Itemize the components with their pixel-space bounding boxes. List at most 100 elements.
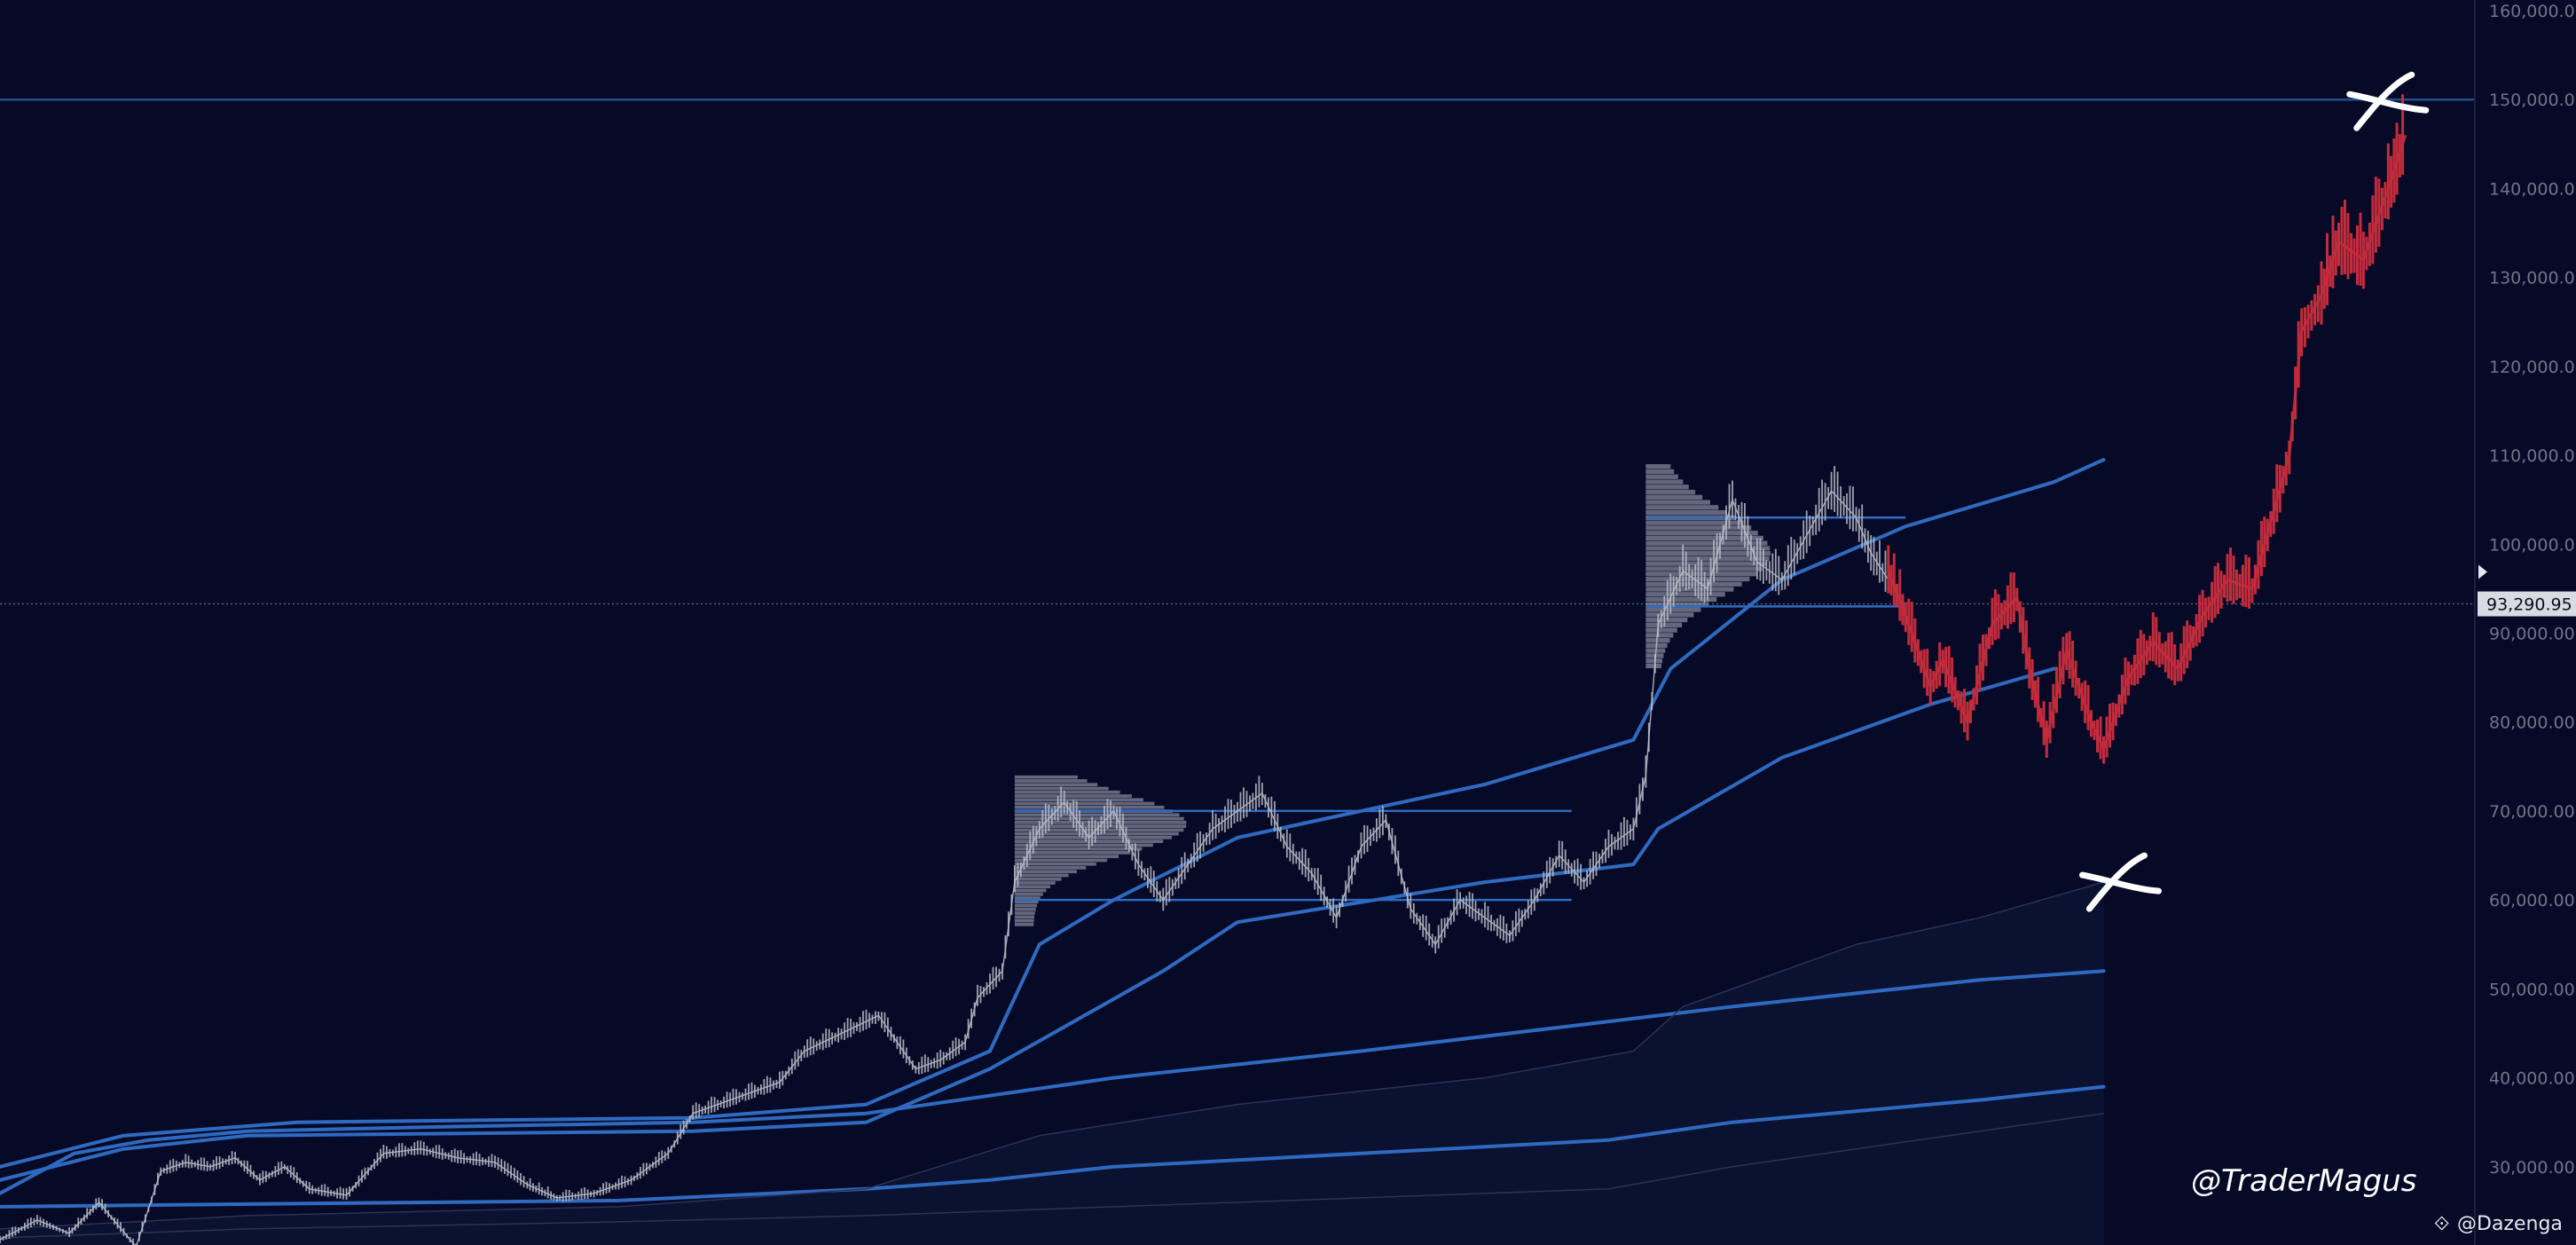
volume-profile-bar: [1645, 485, 1689, 490]
volume-profile-bar: [1645, 546, 1771, 551]
volume-profile-bar: [1014, 892, 1043, 896]
volume-profile-bar: [1014, 858, 1108, 863]
volume-cloud: [0, 882, 2104, 1245]
volume-profile-bar: [1645, 520, 1744, 525]
volume-profile-bar: [1645, 581, 1742, 587]
volume-profile-bar: [1645, 607, 1701, 612]
volume-profile-bar: [1645, 505, 1719, 510]
volume-profile-bar: [1014, 907, 1036, 911]
volume-profile-bar: [1014, 888, 1047, 893]
y-tick-label: 160,000.00: [2489, 2, 2576, 21]
cross-stroke: [2346, 91, 2430, 114]
cross-mark-icon: [2078, 852, 2162, 912]
volume-profile-bar: [1014, 862, 1096, 866]
y-tick-label: 120,000.00: [2489, 358, 2576, 377]
volume-profile-bar: [1014, 843, 1153, 847]
cross-stroke: [2078, 871, 2162, 894]
horizontal-line-layer: [0, 98, 2475, 605]
volume-profile-bar: [1645, 596, 1717, 603]
volume-profile-bar: [1645, 551, 1771, 556]
volume-profile-bar: [1645, 561, 1767, 566]
volume-profile-bar: [1645, 500, 1710, 505]
volume-profile-bar: [1645, 474, 1678, 479]
y-tick-label: 80,000.00: [2489, 713, 2575, 733]
y-tick-label: 150,000.00: [2489, 91, 2576, 110]
volume-profile-bar: [1014, 881, 1056, 885]
volume-profile-bar: [1645, 566, 1763, 571]
volume-profile-bar: [1014, 831, 1179, 836]
volume-profile-bar: [1014, 918, 1034, 923]
volume-profile-bar: [1645, 633, 1674, 638]
volume-profile-bar: [1014, 866, 1087, 870]
volume-profile-bar: [1645, 469, 1675, 475]
volume-profile-bar: [1014, 835, 1173, 839]
volume-profile-bar: [1645, 535, 1763, 541]
volume-profile-bar: [1014, 903, 1037, 908]
tradingview-logo-icon: ⟐: [2434, 1213, 2449, 1235]
volume-profile-bar: [1645, 617, 1688, 623]
volume-profile-bar: [1014, 801, 1155, 806]
volume-profile-bar: [1014, 805, 1165, 809]
y-tick-label: 90,000.00: [2489, 625, 2575, 644]
volume-profile-bar: [1014, 877, 1062, 881]
cross-mark-icon: [2346, 71, 2430, 131]
y-tick-label: 110,000.00: [2489, 446, 2576, 466]
bands-layer: [0, 458, 2106, 1239]
volume-profile-bar: [1014, 911, 1035, 915]
volume-profile-bar: [1014, 824, 1187, 828]
volume-profile-bar: [1014, 775, 1079, 779]
y-tick-label: 130,000.00: [2489, 269, 2576, 288]
y-tick-label: 100,000.00: [2489, 535, 2576, 555]
volume-profile-bar: [1645, 612, 1694, 618]
volume-profile-bar: [1014, 794, 1132, 798]
current-price-label: 93,290.95: [2486, 595, 2572, 615]
volume-profile-bar: [1014, 922, 1034, 926]
brand-marks: @TraderMagus ⟐ @Dazenga: [2191, 1163, 2563, 1235]
y-tick-label: 60,000.00: [2489, 891, 2575, 910]
faint-band-line: [0, 1112, 2105, 1239]
volume-profile-bar: [1645, 638, 1670, 643]
volume-profile-bar: [1645, 531, 1758, 536]
volume-cloud-area: [0, 882, 2104, 1245]
volume-profile-bar: [1014, 816, 1184, 821]
cross-stroke: [2085, 852, 2148, 912]
volume-profile-bar: [1645, 540, 1768, 546]
volume-profile-bar: [1645, 494, 1703, 500]
volume-profile-bar: [1645, 479, 1684, 485]
faint-band-line: [0, 881, 2105, 1230]
y-tick-label: 50,000.00: [2489, 980, 2575, 999]
volume-profile-bar: [1645, 663, 1661, 669]
volume-profile-bar: [1014, 847, 1143, 851]
watermark-text: @TraderMagus: [2191, 1163, 2416, 1199]
volume-profile-bar: [1014, 855, 1119, 859]
volume-profile-bar: [1645, 489, 1696, 495]
volume-profile-bar: [1014, 813, 1180, 817]
volume-profile-bar: [1645, 658, 1663, 664]
projection-line: [1887, 134, 2407, 753]
volume-profile-bar: [1014, 779, 1088, 783]
cross-stroke: [2353, 71, 2415, 131]
current-price-tag: [2478, 591, 2576, 617]
price-axis-panel: [2475, 0, 2576, 1245]
volume-profile-bar: [1014, 790, 1120, 794]
volume-profile-bar: [1645, 602, 1709, 607]
volume-profile-bar: [1014, 873, 1069, 878]
scroll-to-latest-arrow-icon: [2478, 564, 2487, 579]
credit-text: @Dazenga: [2457, 1213, 2563, 1235]
volume-profile-bar: [1014, 900, 1039, 904]
price-layer: [0, 94, 2407, 1245]
volume-profile-bar: [1645, 464, 1671, 469]
price-line: [0, 490, 1889, 1245]
y-tick-label: 140,000.00: [2489, 179, 2576, 199]
volume-profile-bar: [1014, 783, 1098, 787]
band-line: [0, 458, 2106, 1169]
volume-profile-bar: [1014, 798, 1143, 802]
volume-profile-bar: [1014, 896, 1041, 900]
price-axis[interactable]: 160,000.00 150,000.00 140,000.00 130,000.00…: [2474, 0, 2576, 1245]
band-line: [0, 969, 2106, 1195]
volume-profile-bar: [1014, 851, 1131, 855]
volume-profile-bar: [1014, 915, 1035, 919]
volume-profile-bar: [1645, 592, 1725, 597]
